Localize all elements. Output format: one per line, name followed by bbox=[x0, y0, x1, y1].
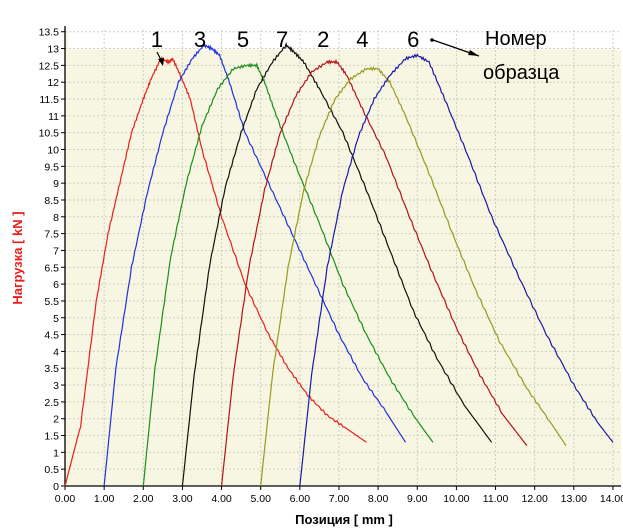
sample-label-6: 6 bbox=[407, 27, 419, 52]
y-axis-title: Нагрузка [ kN ] bbox=[10, 211, 25, 304]
y-tick-label: 6 bbox=[53, 279, 59, 291]
y-tick-label: 5 bbox=[53, 313, 59, 325]
series-line-3 bbox=[103, 42, 407, 487]
sample-label-1: 1 bbox=[151, 27, 163, 52]
y-tick-label: 8.5 bbox=[44, 195, 59, 207]
sample-label-5: 5 bbox=[237, 27, 249, 52]
series-line-7 bbox=[181, 41, 493, 487]
y-tick-label: 10 bbox=[47, 145, 59, 157]
x-tick-label: 6.00 bbox=[290, 493, 311, 505]
x-tick-label: 3.00 bbox=[172, 493, 193, 505]
y-tick-label: 9.5 bbox=[44, 161, 59, 173]
x-tick-label: 14.00 bbox=[600, 493, 623, 505]
x-tick-label: 8.00 bbox=[368, 493, 389, 505]
y-tick-label: 9 bbox=[53, 178, 59, 190]
y-tick-label: 5.5 bbox=[44, 296, 59, 308]
y-tick-label: 11.5 bbox=[39, 94, 59, 106]
y-tick-label: 8 bbox=[53, 212, 59, 224]
y-tick-label: 4.5 bbox=[44, 330, 59, 342]
y-tick-label: 11 bbox=[48, 111, 59, 123]
sample-label-3: 3 bbox=[194, 27, 206, 52]
x-tick-label: 2.00 bbox=[133, 493, 154, 505]
legend-arrow bbox=[430, 38, 480, 57]
series-line-6 bbox=[299, 53, 614, 487]
y-tick-label: 2 bbox=[53, 414, 59, 426]
plot-area bbox=[65, 30, 621, 486]
y-tick-label: 13 bbox=[47, 44, 59, 56]
x-tick-label: 1.00 bbox=[94, 493, 115, 505]
y-tick-label: 3.5 bbox=[44, 363, 59, 375]
y-tick-label: 10.5 bbox=[39, 128, 60, 140]
x-tick-label: 0.00 bbox=[55, 493, 76, 505]
sample-number-labels: 1 3 5 7 2 4 6 bbox=[151, 27, 420, 52]
y-tick-label: 1 bbox=[53, 447, 59, 459]
axes bbox=[61, 26, 621, 490]
y-tick-label: 4 bbox=[53, 346, 59, 358]
sample-label-2: 2 bbox=[317, 27, 329, 52]
y-tick-label: 12 bbox=[47, 77, 59, 89]
legend-label: Номер bbox=[485, 28, 547, 50]
x-tick-label: 4.00 bbox=[211, 493, 232, 505]
x-tick-label: 9.00 bbox=[407, 493, 428, 505]
grid bbox=[64, 30, 621, 487]
x-tick-label: 11.00 bbox=[483, 493, 509, 505]
y-tick-label: 13.5 bbox=[39, 27, 60, 39]
sample-label-4: 4 bbox=[356, 27, 368, 52]
x-tick-label: 5.00 bbox=[250, 493, 271, 505]
legend-label-2: образца bbox=[483, 62, 560, 84]
x-tick-label: 10.00 bbox=[443, 493, 469, 505]
label-1-arrow bbox=[156, 51, 164, 66]
x-tick-label: 12.00 bbox=[522, 493, 548, 505]
series-line-5 bbox=[142, 62, 434, 487]
series-lines bbox=[64, 41, 614, 487]
series-line-4 bbox=[260, 66, 567, 487]
top-white-band bbox=[68, 22, 623, 50]
sample-label-7: 7 bbox=[276, 27, 288, 52]
y-tick-label: 3 bbox=[53, 380, 59, 392]
y-tick-labels: 00.511.522.533.544.555.566.577.588.599.5… bbox=[39, 27, 60, 493]
y-tick-label: 0 bbox=[53, 481, 59, 493]
x-tick-labels: 0.00 1.00 2.00 3.00 4.00 5.00 6.00 7.00 8.00 9.00… bbox=[55, 493, 623, 505]
y-tick-label: 1.5 bbox=[44, 431, 59, 443]
x-tick-label: 13.00 bbox=[561, 493, 587, 505]
y-tick-label: 6.5 bbox=[44, 262, 59, 274]
y-tick-label: 7.5 bbox=[44, 229, 59, 241]
y-tick-label: 12.5 bbox=[39, 60, 60, 72]
x-tick-label: 7.00 bbox=[329, 493, 350, 505]
y-tick-label: 2.5 bbox=[44, 397, 59, 409]
series-line-2 bbox=[221, 59, 528, 487]
x-axis-title: Позиция [ mm ] bbox=[295, 512, 393, 527]
y-tick-label: 0.5 bbox=[44, 464, 59, 476]
series-line-1 bbox=[64, 56, 367, 487]
y-tick-label: 7 bbox=[53, 245, 59, 257]
